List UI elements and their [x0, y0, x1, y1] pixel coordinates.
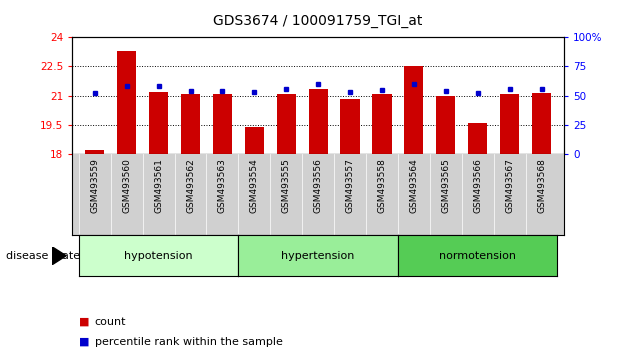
Bar — [213, 93, 232, 154]
Text: GSM493567: GSM493567 — [505, 158, 514, 213]
Text: GSM493561: GSM493561 — [154, 158, 163, 213]
Bar — [468, 123, 487, 154]
Text: GSM493562: GSM493562 — [186, 158, 195, 213]
Text: GSM493556: GSM493556 — [314, 158, 323, 213]
Bar — [181, 93, 200, 154]
Bar — [245, 127, 264, 154]
Bar — [372, 93, 391, 154]
Bar — [340, 98, 360, 154]
Text: GSM493563: GSM493563 — [218, 158, 227, 213]
Text: GSM493554: GSM493554 — [250, 158, 259, 213]
Text: hypertension: hypertension — [282, 251, 355, 261]
Text: disease state: disease state — [6, 251, 81, 261]
Bar — [436, 96, 455, 154]
Text: GSM493555: GSM493555 — [282, 158, 290, 213]
Bar — [277, 93, 296, 154]
Bar — [149, 92, 168, 154]
Text: percentile rank within the sample: percentile rank within the sample — [94, 337, 282, 347]
Text: GDS3674 / 100091759_TGI_at: GDS3674 / 100091759_TGI_at — [214, 14, 423, 28]
Text: ■: ■ — [79, 337, 89, 347]
Text: hypotension: hypotension — [124, 251, 193, 261]
Text: GSM493564: GSM493564 — [410, 158, 418, 213]
Bar — [309, 89, 328, 154]
Bar — [532, 93, 551, 154]
Polygon shape — [52, 247, 66, 265]
Text: GSM493557: GSM493557 — [346, 158, 355, 213]
Text: GSM493560: GSM493560 — [122, 158, 131, 213]
Bar — [85, 150, 105, 154]
Bar — [500, 93, 519, 154]
Text: GSM493566: GSM493566 — [473, 158, 482, 213]
Text: GSM493559: GSM493559 — [90, 158, 100, 213]
Bar — [404, 67, 423, 154]
Text: ■: ■ — [79, 317, 89, 327]
Text: GSM493558: GSM493558 — [377, 158, 386, 213]
Text: count: count — [94, 317, 126, 327]
Bar — [117, 51, 136, 154]
Text: GSM493565: GSM493565 — [441, 158, 450, 213]
Text: GSM493568: GSM493568 — [537, 158, 546, 213]
Text: normotension: normotension — [439, 251, 516, 261]
